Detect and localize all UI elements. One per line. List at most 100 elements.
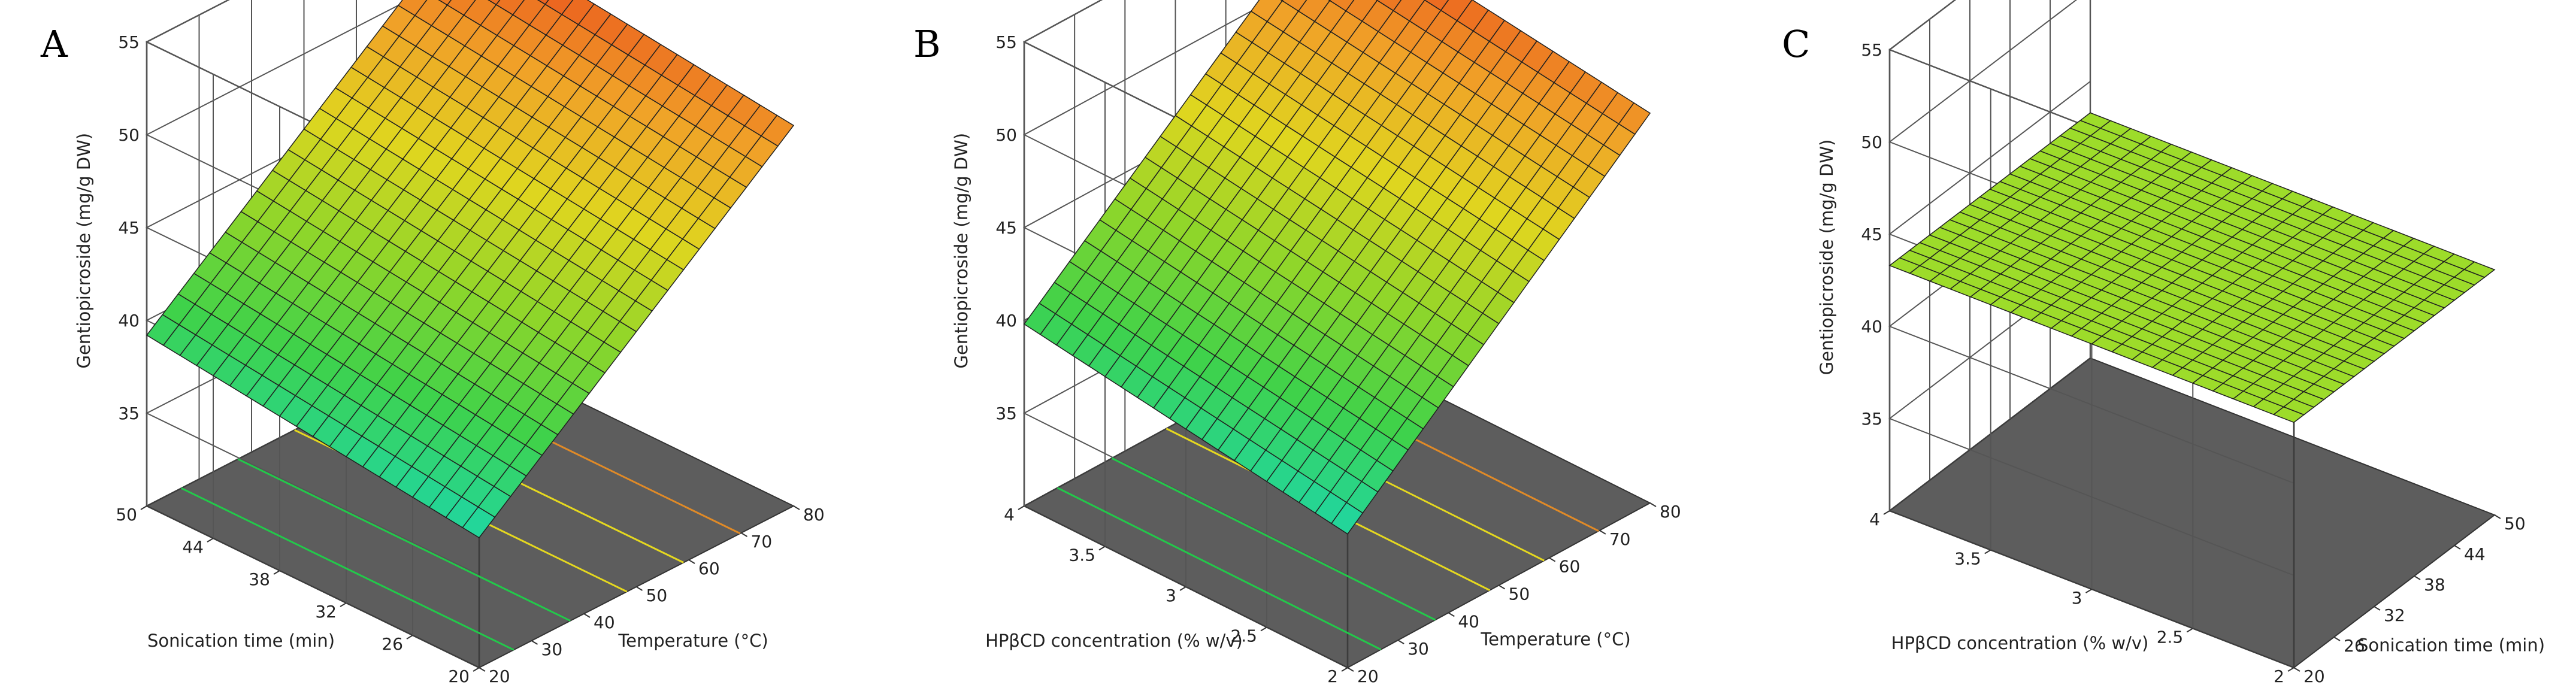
z-tick-label: 55: [1861, 40, 1882, 60]
y-tick-label: 50: [116, 505, 137, 525]
x-tick-label: 60: [698, 559, 720, 578]
z-tick-label: 50: [995, 125, 1017, 145]
x-tick-label: 20: [1357, 666, 1379, 686]
y-tick-mark: [2287, 667, 2295, 672]
y-tick-label: 3: [2072, 588, 2082, 608]
y-tick-label: 2: [2274, 666, 2284, 686]
z-tick-label: 55: [118, 32, 140, 52]
z-axis-label: Gentiopicroside (mg/g DW): [74, 133, 94, 369]
x-axis-label: Temperature (°C): [617, 631, 768, 651]
y-tick-mark: [207, 538, 214, 543]
y-axis-label: Sonication time (min): [147, 631, 335, 651]
x-axis-label: Temperature (°C): [1480, 629, 1630, 650]
panel-letter: C: [1782, 22, 1810, 66]
y-tick-label: 26: [382, 634, 403, 654]
x-tick-label: 70: [1609, 529, 1631, 549]
z-tick-label: 40: [118, 311, 140, 331]
panel-letter: B: [913, 22, 941, 66]
x-tick-mark: [635, 586, 643, 591]
x-tick-mark: [2374, 606, 2381, 611]
x-tick-label: 30: [541, 640, 563, 659]
z-tick-label: 35: [995, 404, 1017, 423]
x-tick-mark: [1448, 612, 1455, 617]
x-tick-mark: [1397, 640, 1404, 645]
surface-cell: [760, 114, 795, 147]
x-tick-mark: [2494, 514, 2501, 519]
x-tick-label: 30: [1407, 639, 1429, 659]
x-tick-label: 60: [1559, 557, 1581, 577]
x-tick-mark: [1599, 529, 1606, 535]
panel-a: A 35 40 45 50 55 Gentiopicroside (mg/g DW) 20 30…: [40, 0, 825, 686]
x-tick-mark: [688, 559, 695, 564]
y-tick-mark: [340, 602, 347, 607]
x-tick-label: 50: [646, 586, 668, 605]
x-tick-label: 20: [2303, 666, 2325, 686]
x-tick-mark: [740, 532, 748, 537]
x-tick-mark: [2293, 667, 2300, 672]
z-tick-label: 40: [995, 311, 1017, 331]
x-tick-mark: [2333, 637, 2341, 641]
x-tick-label: 32: [2384, 605, 2405, 625]
y-tick-mark: [1179, 586, 1186, 591]
x-tick-mark: [1549, 557, 1556, 562]
z-tick-label: 45: [118, 218, 140, 238]
x-tick-label: 20: [489, 666, 510, 686]
x-tick-mark: [1347, 667, 1354, 672]
y-tick-mark: [2186, 628, 2193, 633]
x-tick-mark: [793, 505, 800, 510]
x-tick-label: 38: [2424, 575, 2445, 595]
y-tick-mark: [1984, 549, 1991, 554]
y-tick-label: 44: [182, 537, 204, 557]
z-tick-label: 45: [1861, 225, 1882, 244]
z-tick-label: 50: [1861, 132, 1882, 152]
y-tick-label: 32: [315, 602, 337, 622]
x-tick-mark: [2454, 545, 2461, 550]
x-tick-label: 40: [1458, 611, 1479, 631]
z-axis-label: Gentiopicroside (mg/g DW): [951, 133, 971, 369]
panel-letter: A: [40, 22, 68, 66]
x-tick-mark: [1649, 502, 1657, 507]
surface-cell: [1618, 102, 1651, 135]
z-tick-label: 35: [118, 404, 140, 423]
z-tick-label: 35: [1861, 409, 1882, 429]
z-axis-label: Gentiopicroside (mg/g DW): [1817, 140, 1837, 375]
panel-b: B 35 40 45 50 55 Gentiopicroside (mg/g DW) 20 30…: [913, 0, 1681, 686]
y-tick-label: 4: [1869, 510, 1880, 529]
x-tick-mark: [2414, 575, 2421, 580]
x-tick-label: 26: [2344, 636, 2365, 656]
y-tick-label: 3.5: [1954, 549, 1981, 569]
floor-contour: [237, 458, 571, 622]
y-tick-mark: [273, 570, 280, 575]
y-tick-label: 20: [448, 666, 470, 686]
y-tick-mark: [1341, 667, 1348, 672]
z-tick-label: 40: [1861, 317, 1882, 337]
y-tick-label: 2.5: [1230, 626, 1257, 646]
x-tick-label: 70: [751, 532, 773, 551]
x-tick-label: 44: [2464, 544, 2486, 564]
x-tick-label: 40: [594, 613, 615, 632]
x-tick-label: 80: [803, 505, 825, 525]
y-tick-label: 4: [1004, 505, 1015, 525]
panel-c: C 35 40 45 50 55 Gentiopicroside (mg/g DW) 20 26…: [1782, 0, 2545, 686]
x-tick-label: 80: [1660, 502, 1681, 522]
y-axis-label: HPβCD concentration (% w/v): [985, 631, 1243, 651]
y-tick-mark: [473, 667, 480, 672]
floor-contour: [181, 487, 514, 651]
x-tick-label: 50: [2504, 514, 2526, 534]
y-tick-mark: [2085, 589, 2093, 593]
y-tick-label: 2: [1327, 666, 1338, 686]
surface-cell: [2463, 261, 2496, 278]
x-tick-mark: [583, 613, 591, 618]
y-tick-label: 2.5: [2157, 628, 2184, 647]
z-tick-label: 50: [118, 125, 140, 145]
z-tick-label: 55: [995, 32, 1017, 52]
x-tick-mark: [479, 667, 486, 672]
floor-contour: [1111, 457, 1436, 621]
x-tick-mark: [531, 640, 538, 645]
y-tick-mark: [1018, 505, 1025, 510]
y-tick-mark: [140, 505, 147, 510]
floor-contour: [1057, 487, 1382, 651]
x-tick-mark: [1498, 584, 1506, 590]
y-tick-mark: [406, 635, 413, 640]
